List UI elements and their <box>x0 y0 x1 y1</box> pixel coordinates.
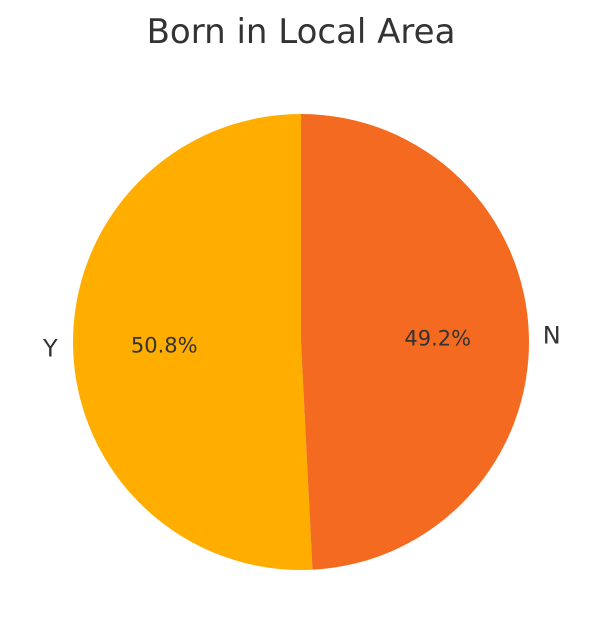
pie-slices <box>73 114 530 570</box>
slice-label-y: Y <box>42 334 58 362</box>
percent-label-n: 49.2% <box>404 327 471 351</box>
chart-title: Born in Local Area <box>146 12 456 52</box>
pie-slice-y <box>73 114 313 570</box>
pie-slice-n <box>301 114 530 570</box>
percent-label-y: 50.8% <box>131 333 198 357</box>
pie-labels: Y 50.8% N 49.2% <box>42 322 561 363</box>
slice-label-n: N <box>543 322 561 350</box>
